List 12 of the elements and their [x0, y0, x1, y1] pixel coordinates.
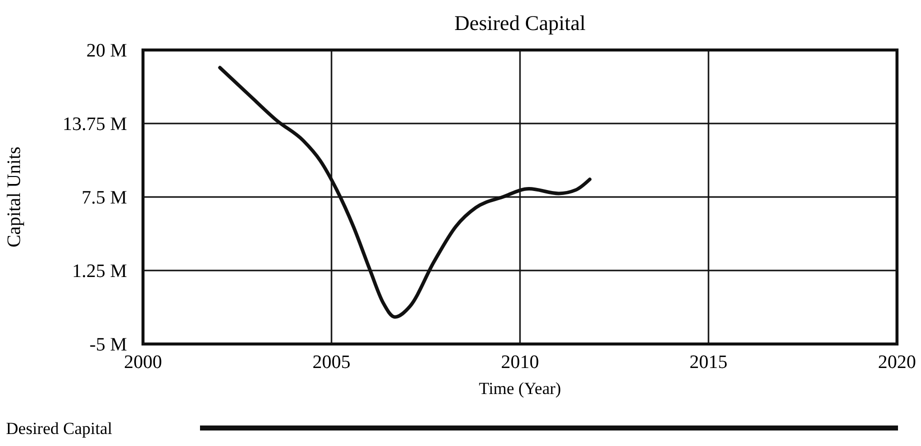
y-tick-label: 7.5 M — [82, 188, 128, 209]
y-tick-label: 13.75 M — [62, 114, 128, 136]
y-tick-label: 1.25 M — [72, 261, 128, 282]
y-axis-title: Capital Units — [4, 146, 25, 248]
x-axis-title: Time (Year) — [478, 379, 562, 398]
y-tick-label: 20 M — [86, 40, 128, 62]
x-tick-label: 2010 — [501, 352, 539, 373]
x-tick-label: 2015 — [690, 352, 728, 373]
x-tick-label: 2020 — [878, 352, 916, 373]
x-tick-label: 2005 — [312, 352, 350, 373]
chart-title: Desired Capital — [454, 11, 586, 35]
text: Desired Capital — [6, 418, 112, 438]
